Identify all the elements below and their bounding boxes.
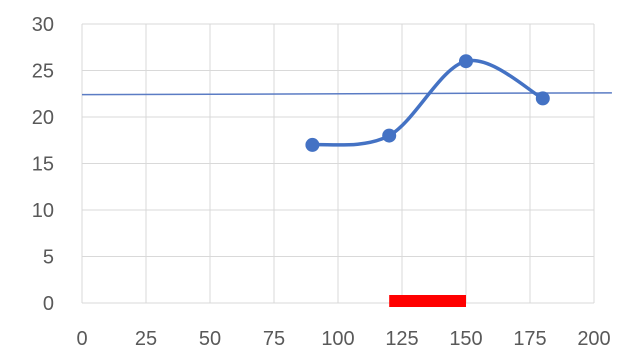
x-tick-label: 50 (199, 328, 221, 350)
reference-line-group (81, 92, 612, 96)
highlight-band-group (389, 295, 466, 307)
x-tick-label: 100 (321, 328, 354, 350)
x-tick-label: 0 (76, 328, 87, 350)
x-tick-label: 175 (513, 328, 546, 350)
highlight-band (389, 295, 466, 307)
x-tick-label: 75 (263, 328, 285, 350)
x-tick-label: 150 (449, 328, 482, 350)
y-tick-label: 15 (32, 154, 54, 176)
data-point (382, 128, 397, 143)
x-tick-label: 200 (577, 328, 610, 350)
x-tick-label: 125 (385, 328, 418, 350)
series-line (310, 58, 545, 147)
data-point (535, 91, 550, 106)
y-axis-ticks: 0 5 10 15 20 25 30 (32, 14, 54, 315)
x-tick-label: 25 (135, 328, 157, 350)
y-tick-label: 5 (43, 247, 54, 269)
series-group (305, 54, 550, 152)
y-tick-label: 20 (32, 107, 54, 129)
y-tick-label: 10 (32, 200, 54, 222)
data-point (305, 137, 320, 152)
y-tick-label: 30 (32, 14, 54, 36)
x-axis-ticks: 0 25 50 75 100 125 150 175 200 (76, 328, 610, 350)
gridlines (81, 23, 595, 304)
data-point (459, 54, 473, 69)
y-tick-label: 25 (32, 61, 54, 83)
y-tick-label: 0 (43, 293, 54, 315)
reference-line (81, 92, 612, 96)
